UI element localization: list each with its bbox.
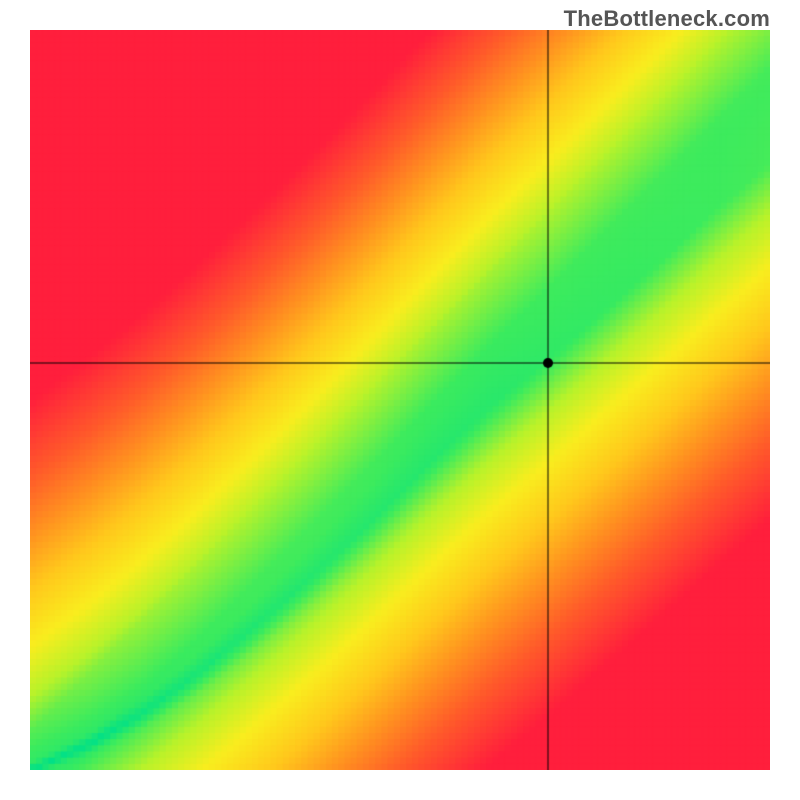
watermark-text: TheBottleneck.com — [564, 6, 770, 32]
heatmap-canvas — [30, 30, 770, 770]
bottleneck-heatmap — [30, 30, 770, 770]
